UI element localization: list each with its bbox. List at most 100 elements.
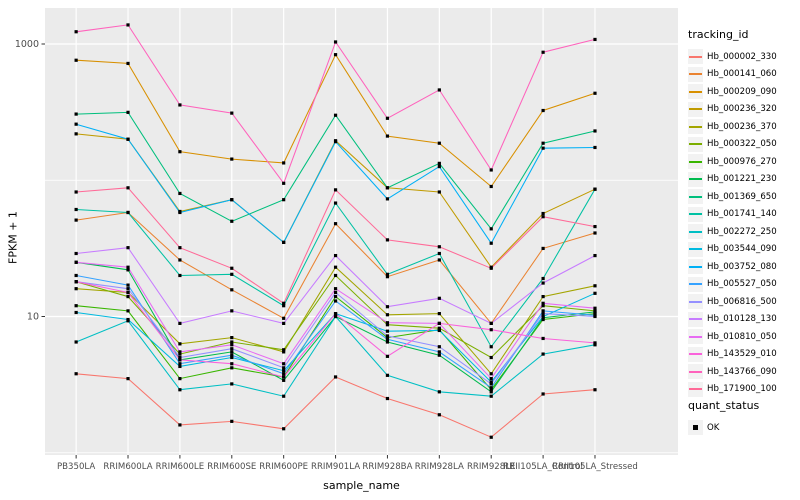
data-point (333, 113, 338, 117)
x-tick-label: PB350LA (57, 462, 95, 472)
data-point (282, 198, 286, 202)
legend-item: Hb_010128_130 (688, 311, 800, 329)
data-point (593, 253, 597, 258)
data-point (541, 141, 545, 145)
data-point (541, 246, 545, 251)
data-point (489, 380, 493, 384)
data-point (489, 184, 493, 189)
data-point (333, 299, 338, 303)
data-point (385, 340, 390, 344)
data-point (541, 301, 545, 305)
data-point (593, 231, 597, 235)
legend-item-label: Hb_003752_080 (707, 261, 777, 272)
legend-key (688, 346, 703, 362)
data-point (74, 260, 78, 264)
data-point (126, 377, 130, 381)
data-point (333, 53, 338, 57)
data-point (541, 146, 545, 150)
x-tick-label: RRII105LA_Control (503, 462, 583, 472)
data-point (489, 377, 493, 381)
data-point (282, 366, 286, 370)
data-point (178, 350, 182, 354)
legend-key (688, 294, 703, 310)
data-point (489, 386, 493, 390)
data-point (126, 268, 130, 272)
data-point (230, 343, 234, 347)
data-point (282, 304, 286, 308)
legend-key (688, 224, 703, 240)
legend-item: Hb_003544_090 (688, 241, 800, 259)
x-tick-label: RRIM600LE (156, 462, 205, 472)
legend-key (688, 311, 703, 327)
data-point (230, 340, 234, 344)
legend-line-swatch-icon (689, 248, 702, 251)
data-point (282, 427, 286, 431)
data-point (437, 296, 441, 300)
data-point (282, 369, 286, 373)
data-point (282, 362, 286, 366)
data-point (489, 321, 493, 325)
legend-item: Hb_143529_010 (688, 346, 800, 364)
data-point (437, 328, 441, 333)
legend-item: Hb_000141_060 (688, 66, 800, 84)
data-point (333, 287, 338, 291)
data-point (437, 161, 441, 165)
data-point (74, 304, 78, 308)
data-point (282, 240, 286, 244)
legend-item-label: OK (707, 422, 720, 433)
data-point (178, 423, 182, 427)
legend-item-label: Hb_000236_320 (707, 104, 777, 115)
data-point (489, 328, 493, 332)
x-tick-label: RRIM901LA (311, 462, 360, 472)
data-point (126, 110, 130, 114)
data-point (385, 354, 390, 358)
data-point (489, 227, 493, 231)
data-point (437, 312, 441, 316)
data-point (593, 145, 597, 150)
data-point (385, 373, 390, 377)
data-point (230, 419, 234, 423)
data-point (178, 258, 182, 262)
data-point (126, 294, 130, 299)
data-point (593, 37, 597, 42)
data-point (230, 219, 234, 223)
data-point (178, 103, 182, 107)
data-point (126, 309, 130, 313)
legend-line-swatch-icon (689, 195, 702, 198)
legend-item-label: Hb_002272_250 (707, 226, 777, 237)
legend-item-label: Hb_000209_090 (707, 86, 777, 97)
data-point (178, 321, 182, 325)
data-point (541, 276, 545, 281)
legend-key (688, 101, 703, 117)
x-axis-title: sample_name (323, 479, 400, 492)
legend-line-swatch-icon (689, 318, 702, 321)
data-point (385, 337, 390, 341)
legend-item: Hb_001221_230 (688, 171, 800, 189)
data-point (593, 224, 597, 229)
data-point (74, 310, 78, 315)
legend-line-swatch-icon (689, 213, 702, 216)
data-point (230, 272, 234, 276)
x-tick-label: RRIM928BA (362, 462, 412, 472)
legend-line-swatch-icon (689, 283, 702, 286)
x-tick-label: RRIM600LA (103, 462, 152, 472)
legend-item-label: Hb_000976_270 (707, 156, 777, 167)
data-point (74, 190, 78, 194)
data-point (489, 435, 493, 439)
legend-item: Hb_000976_270 (688, 153, 800, 171)
data-point (74, 340, 78, 344)
data-point (385, 197, 390, 201)
data-point (230, 362, 234, 366)
data-point (282, 350, 286, 354)
legend-key (688, 154, 703, 170)
data-point (178, 358, 182, 362)
data-point (230, 382, 234, 386)
data-point (230, 347, 234, 351)
legend-line-swatch-icon (689, 265, 702, 268)
data-point (74, 372, 78, 376)
data-point (333, 40, 338, 44)
data-point (385, 336, 390, 340)
panel-background (45, 8, 678, 455)
x-tick-label: RRIM600SE (207, 462, 256, 472)
legend-title-quant-status: quant_status (688, 399, 760, 412)
